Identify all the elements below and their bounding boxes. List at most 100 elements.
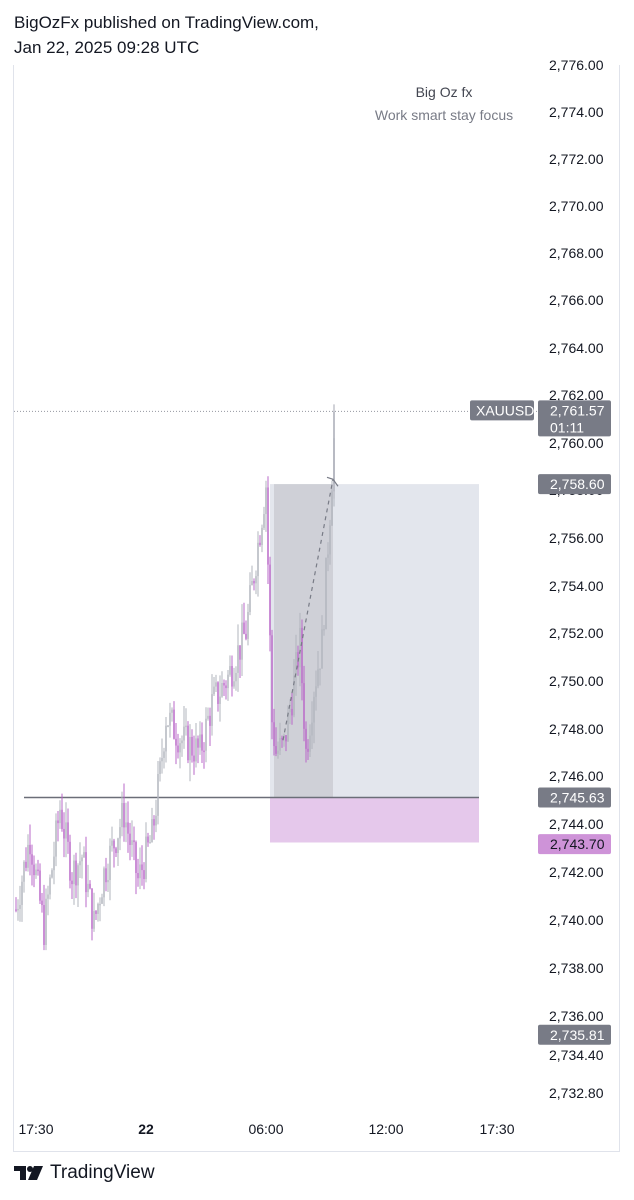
candle-body — [199, 734, 201, 748]
candle-body — [213, 686, 215, 695]
candle-body — [23, 861, 25, 882]
candle-body — [239, 645, 241, 660]
chart-watermark: Big Oz fx Work smart stay focus — [294, 82, 594, 128]
candle-body — [97, 904, 99, 914]
candle-body — [87, 883, 89, 893]
candle-body — [45, 898, 47, 945]
candle-body — [293, 675, 295, 716]
candle-body — [271, 635, 273, 723]
candle-body — [31, 854, 33, 865]
stop-zone[interactable] — [270, 797, 479, 843]
candle-body — [47, 894, 49, 899]
candle-body — [325, 557, 327, 629]
y-axis-tick-label: 2,760.00 — [549, 435, 604, 451]
countdown-label-text: 01:11 — [550, 419, 584, 435]
y-axis-tick-label: 2,744.00 — [549, 816, 604, 832]
candle-body — [135, 842, 137, 874]
x-axis-tick-label: 06:00 — [248, 1121, 283, 1137]
candle-body — [69, 841, 71, 881]
candle-body — [203, 750, 205, 753]
target-price-label-text: 2,758.60 — [550, 476, 605, 492]
candle-body — [309, 735, 311, 752]
candle-body — [43, 905, 45, 945]
x-axis-tick-label: 22 — [138, 1121, 154, 1137]
candle-body — [89, 883, 91, 889]
candle-body — [37, 869, 39, 872]
candle-body — [59, 809, 61, 824]
publish-info: BigOzFx published on TradingView.com, Ja… — [14, 10, 319, 60]
candle-body — [63, 828, 65, 839]
candle-body — [161, 757, 163, 762]
candle-body — [187, 725, 189, 761]
x-axis-tick-label: 17:30 — [18, 1121, 53, 1137]
last-price-label — [538, 400, 611, 437]
candle-body — [133, 840, 135, 843]
candle-body — [265, 487, 267, 515]
candle-body — [51, 870, 53, 878]
candle-body — [193, 755, 195, 762]
candle-body — [179, 743, 181, 753]
y-axis-tick-label: 2,766.00 — [549, 292, 604, 308]
candle-body — [295, 652, 297, 676]
last-price-label-text: 2,761.57 — [550, 402, 605, 418]
candle-body — [77, 865, 79, 886]
candle-body — [201, 734, 203, 751]
filled-target-zone — [274, 484, 333, 798]
entry-price-label-text: 2,745.63 — [550, 789, 605, 805]
candle-body — [123, 803, 125, 828]
publish-date-line: Jan 22, 2025 09:28 UTC — [14, 38, 200, 57]
candle-body — [145, 836, 147, 880]
candle-body — [137, 873, 139, 879]
y-axis-tick-label: 2,756.00 — [549, 530, 604, 546]
candle-body — [217, 682, 219, 704]
candle-body — [99, 903, 101, 906]
candle-body — [185, 725, 187, 728]
candle-body — [291, 708, 293, 716]
y-axis-tick-label: 2,732.80 — [549, 1085, 604, 1101]
candle-body — [287, 712, 289, 742]
y-axis-tick-label: 2,740.00 — [549, 912, 604, 928]
candle-body — [113, 840, 115, 849]
y-axis-tick-label: 2,762.00 — [549, 387, 604, 403]
candle-body — [57, 820, 59, 824]
tradingview-footer: TradingView — [14, 1162, 155, 1184]
candle-body — [131, 840, 133, 845]
candle-body — [139, 864, 141, 879]
candle-body — [153, 819, 155, 826]
candle-body — [55, 820, 57, 857]
candle-body — [219, 696, 221, 704]
candle-body — [41, 900, 43, 906]
candle-body — [115, 848, 117, 854]
symbol-label-text: XAUUSD — [476, 402, 534, 418]
candle-body — [243, 622, 245, 634]
candle-body — [255, 576, 257, 584]
candle-body — [17, 908, 19, 911]
candle-body — [227, 674, 229, 689]
candle-body — [237, 645, 239, 673]
y-axis-tick-label: 2,734.40 — [549, 1047, 604, 1063]
publish-author-line: BigOzFx published on TradingView.com, — [14, 13, 319, 32]
y-axis-tick-label: 2,742.00 — [549, 864, 604, 880]
candle-body — [177, 745, 179, 753]
candle-body — [65, 822, 67, 839]
candle-body — [279, 737, 281, 751]
projection-arrow-head — [326, 476, 339, 487]
candle-body — [175, 738, 177, 746]
candle-body — [331, 491, 333, 526]
watermark-subtitle: Work smart stay focus — [374, 107, 514, 123]
candle-body — [21, 881, 23, 905]
candle-body — [53, 856, 55, 871]
candle-body — [209, 715, 211, 726]
candle-body — [241, 622, 243, 660]
candle-body — [221, 682, 223, 697]
y-axis-tick-label: 2,770.00 — [549, 198, 604, 214]
level-price-label-text: 2,735.81 — [550, 1027, 605, 1043]
candle-body — [49, 877, 51, 895]
candle-body — [143, 870, 145, 880]
candle-body — [95, 911, 97, 914]
candle-body — [147, 836, 149, 843]
y-axis-tick-label: 2,748.00 — [549, 721, 604, 737]
candle-body — [27, 844, 29, 868]
candle-body — [191, 736, 193, 756]
